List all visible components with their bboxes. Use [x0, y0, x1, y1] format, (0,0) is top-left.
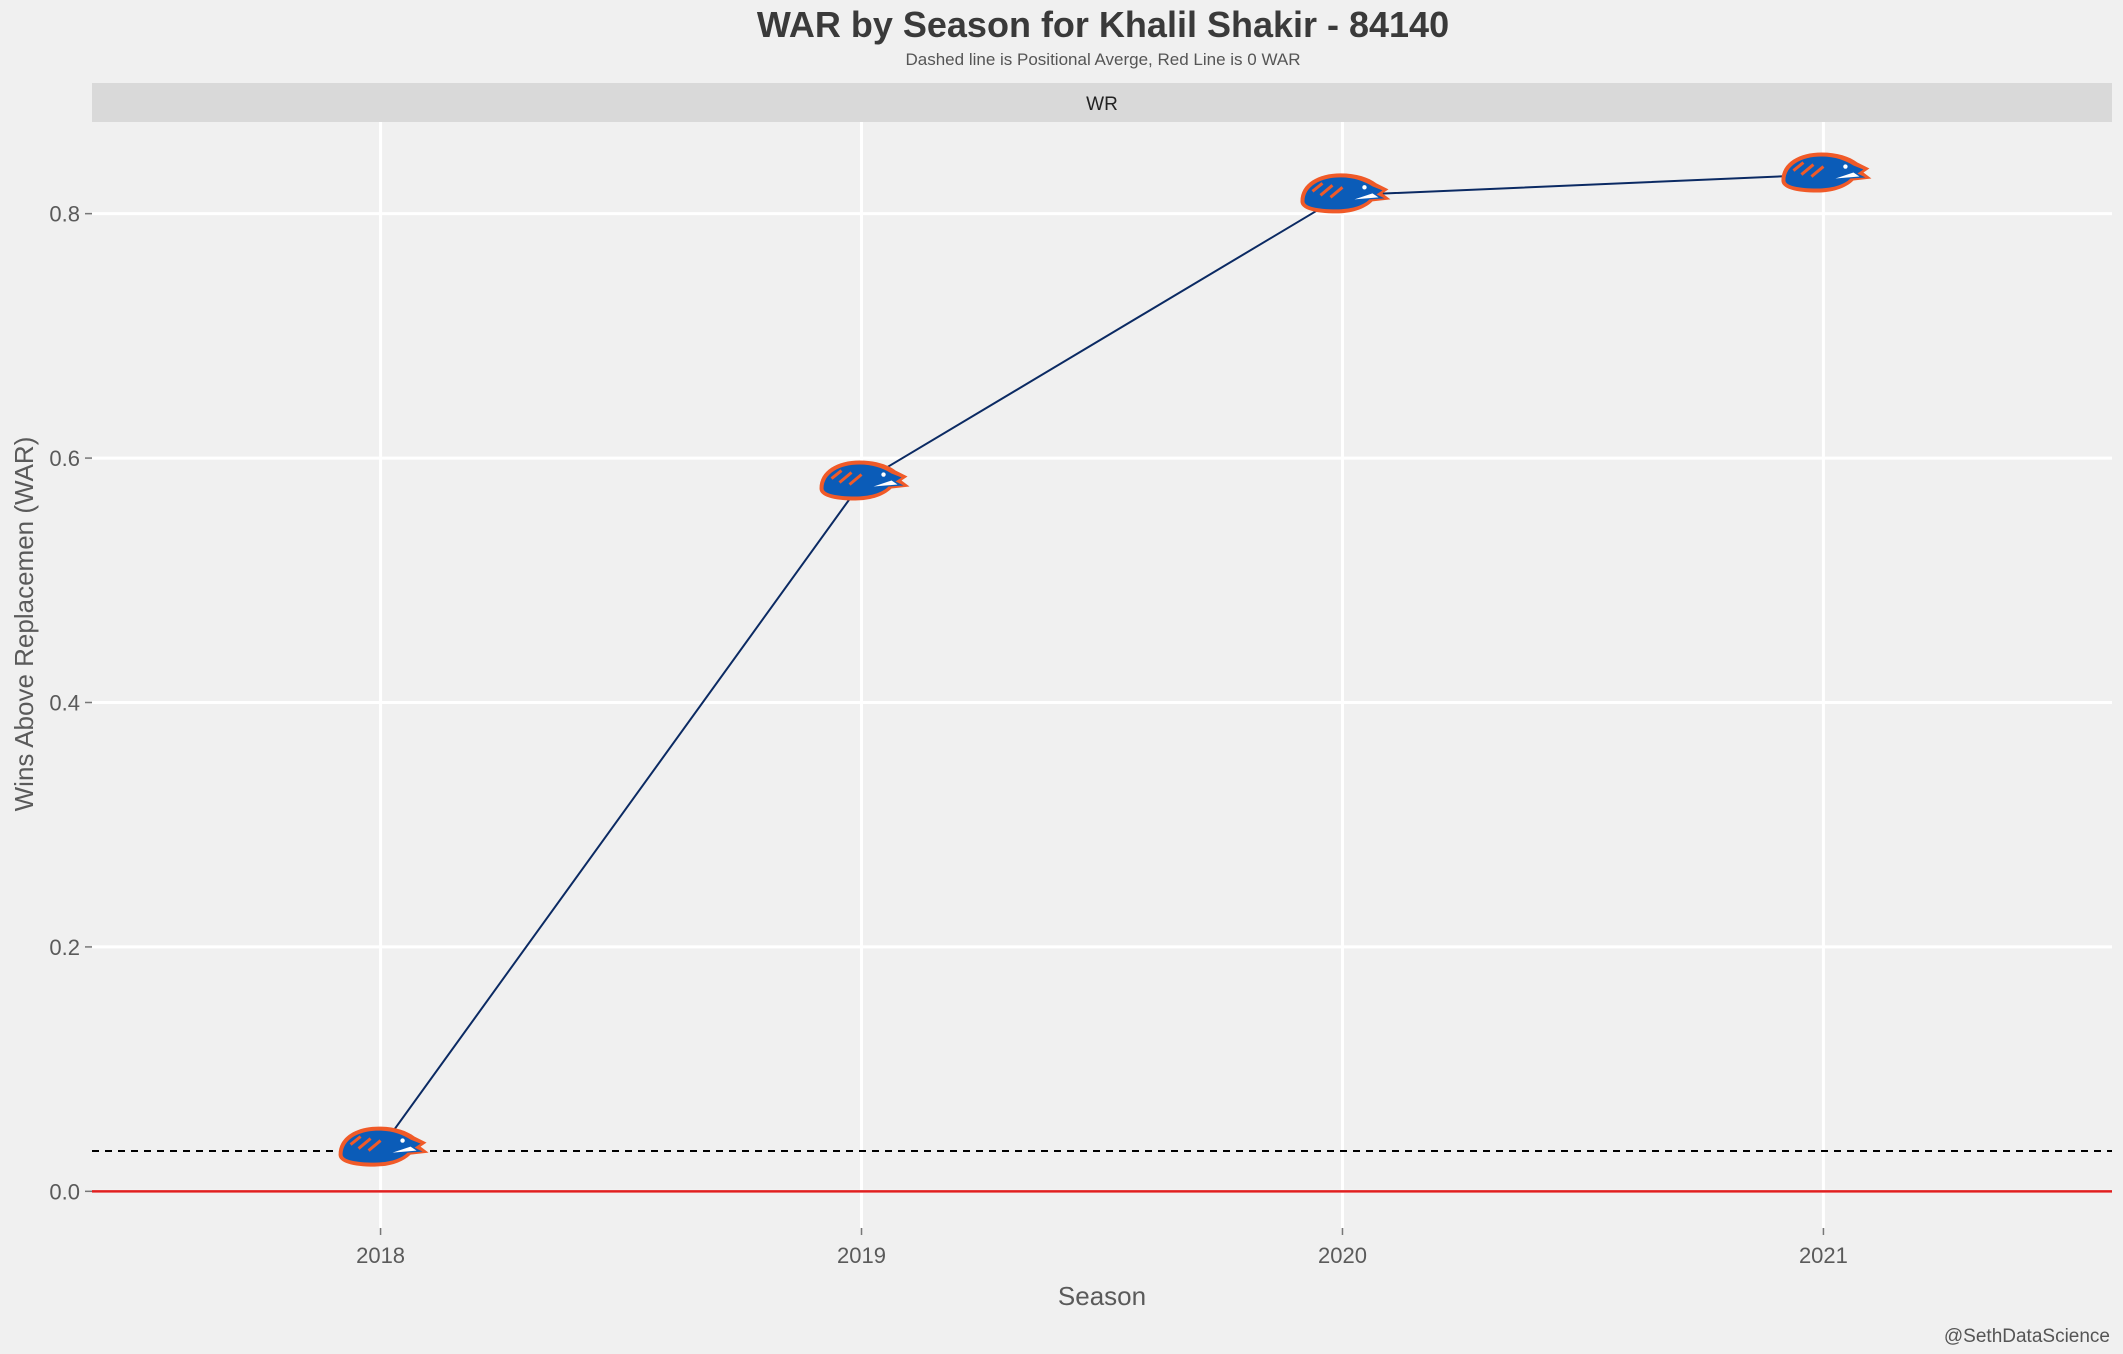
bronco-logo-icon [338, 1126, 429, 1167]
y-axis-ticks: 0.0 0.2 0.4 0.6 0.8 [49, 202, 92, 1204]
x-tick-label: 2021 [1799, 1243, 1848, 1268]
point-markers [338, 152, 1872, 1167]
chart-title: WAR by Season for Khalil Shakir - 84140 [757, 4, 1449, 45]
facet-strip-label: WR [1086, 94, 1118, 115]
x-axis-label: Season [1058, 1281, 1146, 1311]
bronco-logo-icon [1300, 173, 1391, 214]
x-tick-label: 2018 [356, 1243, 405, 1268]
x-axis-ticks: 2018 2019 2020 2021 [356, 1228, 1848, 1268]
war-series-line [379, 173, 1824, 1150]
chart-caption: @SethDataScience [1944, 1326, 2110, 1347]
bronco-logo-icon [819, 460, 910, 501]
bronco-logo-icon [1781, 152, 1872, 193]
facet-strip [92, 83, 2112, 122]
grid-lines [92, 122, 2112, 1228]
chart-subtitle: Dashed line is Positional Averge, Red Li… [906, 50, 1301, 69]
y-tick-label: 0.8 [49, 202, 80, 227]
y-axis-label: Wins Above Replacemen (WAR) [9, 437, 39, 812]
x-tick-label: 2020 [1318, 1243, 1367, 1268]
y-tick-label: 0.4 [49, 690, 80, 715]
y-tick-label: 0.0 [49, 1179, 80, 1204]
x-tick-label: 2019 [837, 1243, 886, 1268]
y-tick-label: 0.6 [49, 446, 80, 471]
reference-lines [92, 1150, 2112, 1193]
y-tick-label: 0.2 [49, 935, 80, 960]
series-layer [379, 173, 1824, 1150]
